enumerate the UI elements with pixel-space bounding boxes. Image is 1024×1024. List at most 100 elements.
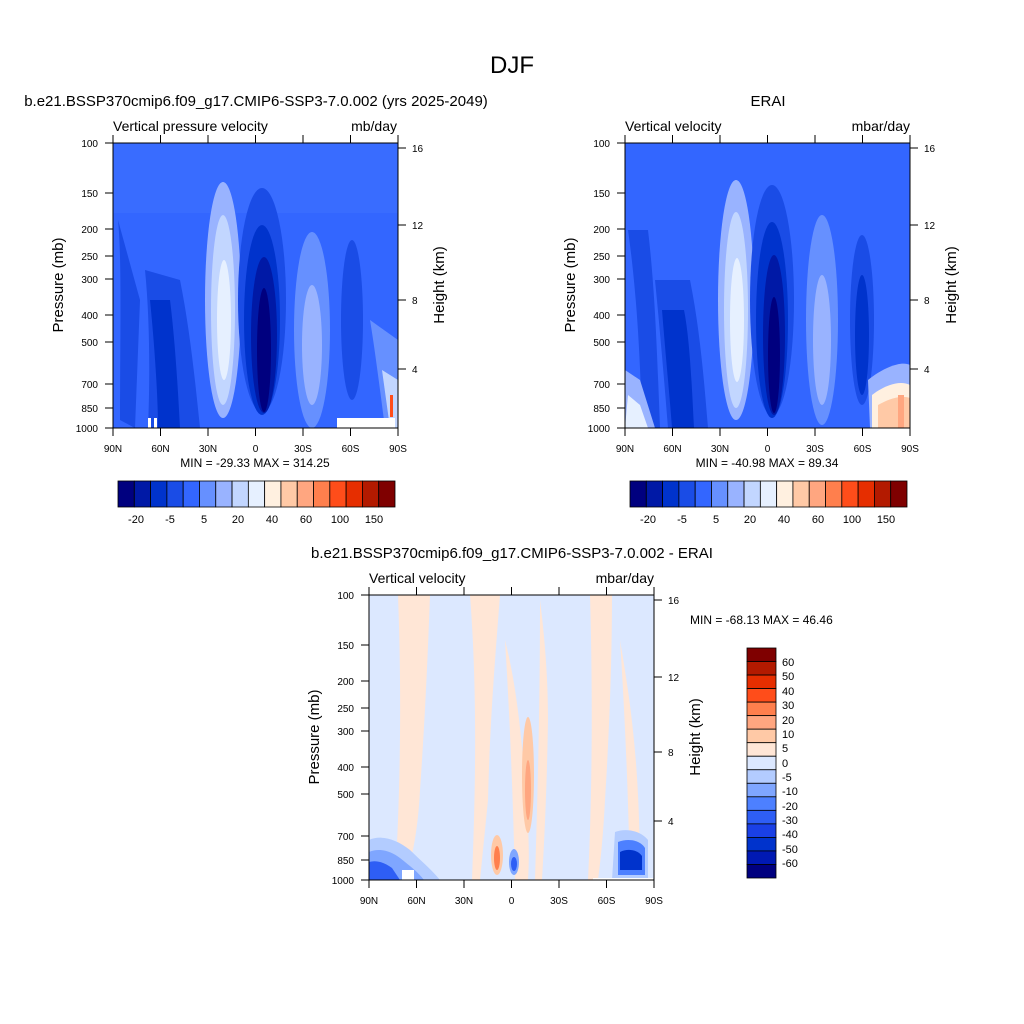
colorbar-swatch <box>247 480 266 508</box>
x-tick: 90S <box>901 444 919 455</box>
panel-model-ylabel-right: Height (km) <box>431 246 448 324</box>
y-right-tick: 4 <box>412 365 418 376</box>
panel-model-stats: MIN = -29.33 MAX = 314.25 <box>180 456 330 470</box>
colorbar-swatch <box>746 688 777 703</box>
panel-diff-stats: MIN = -68.13 MAX = 46.46 <box>690 613 833 627</box>
y-right-tick: 12 <box>412 221 424 232</box>
colorbar-swatch <box>874 480 892 508</box>
colorbar-swatch <box>746 837 777 852</box>
colorbar-swatch <box>296 480 314 508</box>
colorbar-swatch <box>746 864 777 879</box>
colorbar-swatch <box>825 480 843 508</box>
colorbar-swatch <box>182 480 200 508</box>
colorbar-swatch <box>727 480 745 508</box>
y-tick: 200 <box>337 677 354 688</box>
colorbar-label: -5 <box>782 772 792 784</box>
y-tick: 150 <box>81 189 98 200</box>
x-tick: 0 <box>509 896 515 907</box>
panel-model-left-string: Vertical pressure velocity <box>113 118 268 134</box>
y-right-tick: 8 <box>668 748 674 759</box>
y-tick: 700 <box>81 380 98 391</box>
colorbar-swatch <box>746 796 777 811</box>
panel-model-y-right-ticks: 16 12 8 4 <box>412 144 424 376</box>
y-tick: 500 <box>337 790 354 801</box>
y-right-tick: 8 <box>924 296 930 307</box>
y-tick: 300 <box>337 727 354 738</box>
colorbar-swatch <box>678 480 696 508</box>
x-tick: 30N <box>711 444 729 455</box>
colorbar-swatch <box>215 480 233 508</box>
panel-model-ylabel: Pressure (mb) <box>50 237 67 332</box>
panel-diff-field <box>369 595 654 880</box>
x-tick: 30N <box>455 896 473 907</box>
colorbar-swatch <box>645 480 663 508</box>
colorbar-label: 40 <box>778 514 790 526</box>
colorbar-label: 5 <box>713 514 719 526</box>
colorbar-label: 150 <box>877 514 895 526</box>
colorbar-swatch <box>792 480 810 508</box>
x-tick: 60S <box>854 444 872 455</box>
y-right-tick: 4 <box>924 365 930 376</box>
panel-diff-colorbar <box>746 647 777 879</box>
x-tick: 30S <box>806 444 824 455</box>
panel-diff-right-string: mbar/day <box>596 570 654 586</box>
colorbar-label: 100 <box>843 514 861 526</box>
panel-diff-ylabel: Pressure (mb) <box>306 689 323 784</box>
x-tick: 0 <box>253 444 259 455</box>
colorbar-label: 10 <box>782 729 794 741</box>
colorbar-swatch <box>746 809 777 825</box>
y-tick: 500 <box>593 338 610 349</box>
colorbar-swatch <box>746 701 777 717</box>
panel-obs-y-right-ticks: 16 12 8 4 <box>924 144 936 376</box>
x-tick: 30S <box>550 896 568 907</box>
panel-diff-x-ticks: 90N 60N 30N 0 30S 60S 90S <box>360 896 663 907</box>
colorbar-label: 0 <box>782 758 788 770</box>
colorbar-swatch <box>313 480 331 508</box>
colorbar-label: -5 <box>677 514 687 526</box>
panel-obs-ylabel-right: Height (km) <box>943 246 960 324</box>
colorbar-label: 20 <box>232 514 244 526</box>
colorbar-swatch <box>362 480 380 508</box>
colorbar-label: 60 <box>812 514 824 526</box>
y-right-tick: 4 <box>668 817 674 828</box>
colorbar-label: 60 <box>782 657 794 669</box>
panel-diff-y-ticks: 100 150 200 250 300 400 500 700 850 1000 <box>332 591 355 887</box>
panel-model: b.e21.BSSP370cmip6.f09_g17.CMIP6-SSP3-7.… <box>24 93 488 526</box>
colorbar-swatch <box>280 480 298 508</box>
colorbar-label: 20 <box>744 514 756 526</box>
colorbar-swatch <box>746 674 777 689</box>
colorbar-label: -20 <box>128 514 144 526</box>
colorbar-label: -5 <box>165 514 175 526</box>
colorbar-swatch <box>746 823 777 838</box>
colorbar-swatch <box>117 480 135 508</box>
y-tick: 150 <box>593 189 610 200</box>
main-title: DJF <box>490 52 534 79</box>
panel-diff-colorbar-labels: 60 50 40 30 20 10 5 0 -5 -10 -20 -30 -40… <box>782 657 798 870</box>
colorbar-swatch <box>746 850 777 865</box>
y-tick: 100 <box>81 139 98 150</box>
colorbar-swatch <box>743 480 761 508</box>
x-tick: 60N <box>151 444 169 455</box>
colorbar-label: 50 <box>782 671 794 683</box>
panel-obs-right-string: mbar/day <box>852 118 910 134</box>
colorbar-swatch <box>264 480 282 508</box>
panel-obs-colorbar <box>629 480 908 508</box>
y-tick: 850 <box>81 404 98 415</box>
y-right-tick: 12 <box>924 221 936 232</box>
colorbar-label: 60 <box>300 514 312 526</box>
colorbar-label: -40 <box>782 829 798 841</box>
y-tick: 1000 <box>332 876 355 887</box>
panel-diff-left-string: Vertical velocity <box>369 570 465 586</box>
panel-model-field <box>113 143 398 428</box>
panel-obs-colorbar-labels: -20 -5 5 20 40 60 100 150 <box>640 514 895 526</box>
x-tick: 90S <box>645 896 663 907</box>
y-tick: 250 <box>81 252 98 263</box>
panel-obs-stats: MIN = -40.98 MAX = 89.34 <box>696 456 839 470</box>
colorbar-swatch <box>746 715 777 730</box>
colorbar-swatch <box>759 480 778 508</box>
colorbar-label: -60 <box>782 858 798 870</box>
colorbar-swatch <box>711 480 729 508</box>
colorbar-label: -10 <box>782 786 798 798</box>
colorbar-swatch <box>133 480 151 508</box>
